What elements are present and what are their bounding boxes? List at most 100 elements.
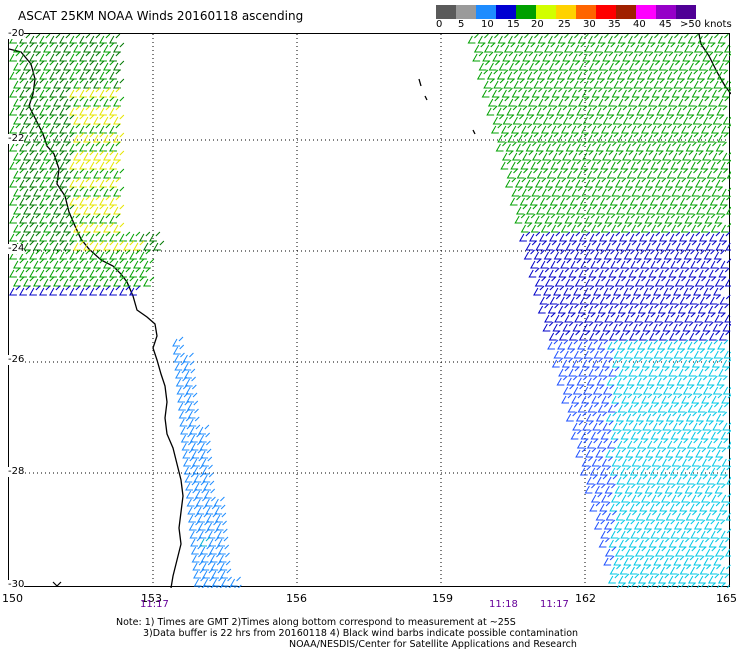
wind-barb bbox=[685, 510, 697, 521]
wind-barb bbox=[49, 87, 61, 98]
wind-barb bbox=[63, 222, 75, 233]
wind-barb bbox=[637, 339, 649, 350]
wind-barb bbox=[681, 393, 693, 404]
wind-barb bbox=[185, 480, 197, 491]
wind-barb bbox=[511, 150, 524, 161]
wind-barb bbox=[553, 348, 565, 359]
wind-barb bbox=[531, 150, 544, 161]
wind-barb bbox=[708, 537, 720, 548]
wind-barb bbox=[662, 51, 674, 62]
scale-swatch bbox=[536, 5, 556, 19]
wind-barb bbox=[542, 51, 554, 62]
wind-barb bbox=[562, 51, 574, 62]
wind-barb bbox=[682, 51, 694, 62]
wind-barb bbox=[653, 78, 665, 89]
wind-barb bbox=[63, 276, 75, 287]
wind-barb bbox=[630, 123, 643, 134]
wind-barb bbox=[43, 114, 55, 125]
wind-barb bbox=[139, 249, 151, 260]
wind-barb bbox=[483, 78, 495, 89]
wind-barb bbox=[531, 87, 543, 98]
wind-barb bbox=[73, 204, 85, 215]
wind-barb bbox=[674, 546, 687, 557]
wind-barb bbox=[93, 222, 105, 233]
wind-barb bbox=[721, 187, 731, 197]
wind-barb bbox=[63, 168, 75, 179]
pass-time-label: 11:17 bbox=[540, 599, 569, 610]
wind-barb bbox=[198, 584, 206, 588]
wind-barb bbox=[712, 420, 724, 431]
wind-barb bbox=[710, 159, 722, 170]
wind-barb bbox=[578, 267, 590, 278]
wind-barb bbox=[203, 488, 216, 499]
wind-barb bbox=[69, 51, 81, 62]
wind-barb bbox=[647, 402, 659, 413]
wind-barb bbox=[582, 51, 594, 62]
wind-barb bbox=[635, 510, 647, 521]
wind-barb bbox=[631, 393, 643, 404]
wind-barb bbox=[207, 584, 215, 588]
wind-barb bbox=[546, 204, 558, 215]
wind-barb bbox=[656, 204, 668, 215]
wind-barb bbox=[692, 114, 704, 125]
wind-barb bbox=[202, 472, 214, 483]
wind-barb bbox=[585, 447, 597, 458]
wind-barb bbox=[550, 222, 562, 233]
wind-barb bbox=[714, 213, 726, 224]
wind-barb bbox=[713, 519, 726, 530]
wind-barb bbox=[634, 213, 646, 224]
wind-barb bbox=[626, 474, 638, 485]
wind-barb bbox=[573, 78, 585, 89]
wind-barb bbox=[690, 258, 702, 269]
wind-barb bbox=[547, 132, 559, 143]
wind-barb bbox=[547, 34, 559, 44]
wind-barb bbox=[567, 339, 579, 350]
wind-barb bbox=[69, 231, 81, 242]
wind-barb bbox=[576, 438, 589, 449]
wind-barb bbox=[516, 168, 528, 179]
wind-barb bbox=[697, 339, 709, 350]
wind-barb bbox=[133, 276, 145, 287]
wind-barb bbox=[93, 114, 105, 125]
map-panel[interactable] bbox=[8, 33, 731, 588]
wind-barb bbox=[143, 276, 155, 287]
wind-barb bbox=[659, 294, 671, 305]
wind-barb bbox=[627, 339, 639, 350]
wind-barb bbox=[676, 168, 688, 179]
wind-barb bbox=[590, 159, 602, 170]
wind-barb bbox=[569, 231, 581, 242]
wind-barb bbox=[573, 42, 586, 53]
wind-barb bbox=[714, 546, 727, 557]
wind-barb bbox=[664, 546, 677, 557]
wind-barb bbox=[603, 78, 615, 89]
wind-barb bbox=[660, 123, 673, 134]
wind-barb bbox=[609, 564, 621, 575]
wind-barb bbox=[588, 60, 600, 71]
wind-barb bbox=[181, 440, 193, 451]
wind-barb bbox=[481, 87, 493, 98]
wind-barb bbox=[123, 258, 135, 269]
wind-barb bbox=[658, 330, 670, 341]
wind-barb bbox=[533, 42, 546, 53]
wind-barb bbox=[627, 132, 639, 143]
wind-barb bbox=[613, 42, 626, 53]
wind-barb bbox=[628, 330, 640, 341]
wind-barb bbox=[511, 186, 523, 197]
wind-barb bbox=[632, 321, 644, 332]
wind-barb bbox=[179, 416, 191, 427]
wind-barb bbox=[710, 258, 722, 269]
footnote-line-2: 3)Data buffer is 22 hrs from 20160118 4)… bbox=[143, 628, 579, 639]
wind-barb bbox=[606, 375, 618, 386]
wind-barb bbox=[89, 69, 101, 80]
wind-barb bbox=[659, 501, 671, 512]
wind-barb bbox=[632, 420, 644, 431]
wind-barb bbox=[709, 564, 721, 575]
wind-barb bbox=[683, 285, 695, 296]
wind-barb bbox=[103, 42, 115, 53]
wind-barb bbox=[673, 348, 685, 359]
wind-barb bbox=[546, 168, 558, 179]
wind-barb bbox=[522, 114, 534, 125]
wind-barb bbox=[662, 114, 674, 125]
wind-barb bbox=[589, 294, 601, 305]
wind-barb bbox=[598, 330, 610, 341]
